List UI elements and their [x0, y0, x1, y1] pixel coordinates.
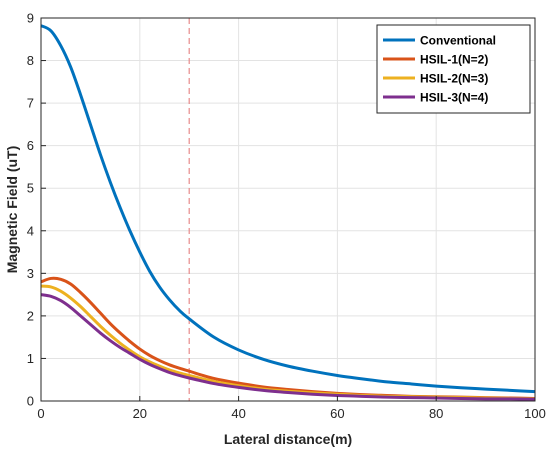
y-tick-label: 7 [27, 96, 34, 111]
y-tick-label: 0 [27, 394, 34, 409]
series-layer [40, 24, 536, 401]
plot-area-frame [40, 17, 536, 402]
y-tick-label: 3 [27, 266, 34, 281]
y-tick-label: 1 [27, 351, 34, 366]
legend-label: HSIL-2(N=3) [420, 72, 488, 86]
tick-labels: 0 20 40 60 80 100 0 1 2 3 4 5 6 7 8 9 [27, 11, 546, 422]
y-tick-label: 4 [27, 223, 34, 238]
x-tick-label: 40 [231, 406, 245, 421]
legend-label: Conventional [420, 34, 496, 48]
legend: Conventional HSIL-1(N=2) HSIL-2(N=3) HSIL-3… [376, 24, 531, 114]
x-tick-label: 0 [37, 406, 44, 421]
legend-label: HSIL-3(N=4) [420, 91, 488, 105]
x-tick-label: 80 [429, 406, 443, 421]
x-tick-label: 60 [330, 406, 344, 421]
series-line-1 [40, 24, 536, 394]
y-tick-label: 8 [27, 53, 34, 68]
x-tick-label: 20 [133, 406, 147, 421]
y-axis-label: Magnetic Field (uT) [4, 146, 20, 274]
x-axis-label: Lateral distance(m) [224, 431, 352, 447]
series-line-4 [40, 293, 536, 401]
x-tick-label: 100 [524, 406, 546, 421]
grid-lines [41, 18, 535, 401]
y-tick-label: 9 [27, 11, 34, 26]
y-tick-label: 6 [27, 138, 34, 153]
y-tick-label: 5 [27, 181, 34, 196]
y-tick-label: 2 [27, 308, 34, 323]
legend-label: HSIL-1(N=2) [420, 53, 488, 67]
